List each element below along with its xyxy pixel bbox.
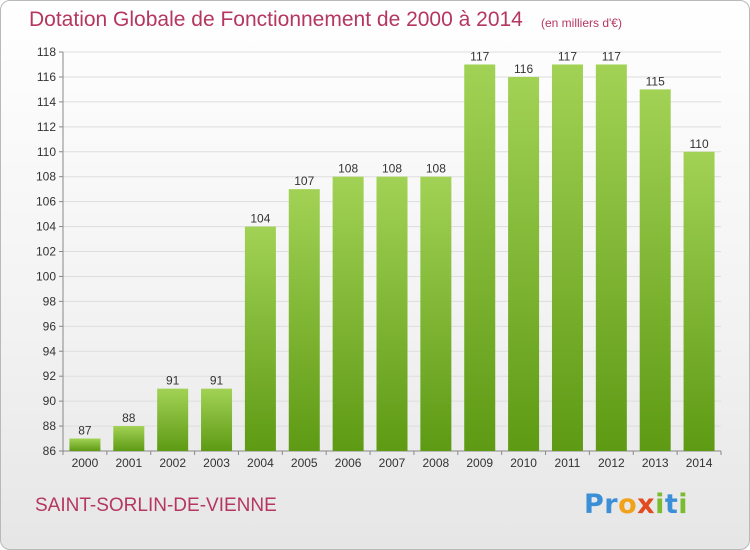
data-label: 91: [210, 374, 224, 388]
y-tick-label: 106: [36, 195, 56, 209]
y-tick-label: 104: [36, 220, 56, 234]
bar: [464, 64, 496, 451]
bar: [639, 89, 671, 451]
y-tick-label: 110: [37, 145, 56, 159]
y-tick-label: 118: [37, 45, 56, 59]
chart-subtitle: (en milliers d'€): [541, 16, 622, 30]
x-tick-label: 2001: [115, 456, 142, 470]
data-label: 117: [470, 49, 489, 63]
data-label: 104: [250, 212, 270, 226]
y-tick-label: 112: [37, 120, 56, 134]
bars: [69, 64, 715, 451]
data-label: 115: [646, 74, 665, 88]
data-labels: 87 88 91 91 104 107 108 108 108 117 116 117 117 115 11…: [78, 49, 709, 437]
commune-name: SAINT-SORLIN-DE-VIENNE: [35, 495, 277, 516]
x-tick-label: 2006: [335, 456, 362, 470]
logo-part: i: [678, 489, 689, 520]
x-tick-label: 2003: [203, 456, 230, 470]
proxiti-logo: Proxiti: [584, 489, 688, 520]
chart-title: Dotation Globale de Fonctionnement de 20…: [29, 8, 523, 31]
y-tick-label: 114: [37, 95, 56, 109]
bar: [332, 176, 364, 451]
data-label: 116: [514, 62, 533, 76]
bar: [201, 388, 233, 451]
y-tick-label: 90: [43, 394, 57, 408]
y-tick-label: 108: [36, 170, 56, 184]
x-tick-label: 2009: [466, 456, 493, 470]
bar: [508, 76, 540, 451]
bar: [244, 226, 276, 451]
bar: [551, 64, 583, 451]
x-tick-label: 2008: [423, 456, 450, 470]
bar: [595, 64, 627, 451]
logo-part: t: [664, 489, 679, 520]
data-label: 88: [122, 411, 136, 425]
data-label: 108: [382, 162, 402, 176]
bar: [376, 176, 408, 451]
x-tick-labels: 2000 2001 2002 2003 2004 2005 2006 2007 2008 2009…: [62, 451, 722, 470]
x-tick-label: 2000: [72, 456, 99, 470]
x-tick-label: 2010: [510, 456, 537, 470]
y-tick-label: 86: [43, 444, 57, 458]
x-tick-label: 2012: [598, 456, 625, 470]
bar: [69, 438, 101, 451]
bar: [157, 388, 189, 451]
x-tick-label: 2013: [642, 456, 669, 470]
y-tick-label: 96: [43, 319, 57, 333]
x-tick-label: 2002: [159, 456, 186, 470]
y-tick-label: 116: [37, 70, 56, 84]
data-label: 108: [338, 162, 358, 176]
logo-part: x: [637, 489, 656, 520]
data-label: 117: [558, 49, 577, 63]
y-tick-label: 92: [43, 369, 57, 383]
data-label: 107: [294, 174, 314, 188]
data-label: 110: [689, 137, 708, 151]
x-tick-label: 2005: [291, 456, 318, 470]
x-tick-label: 2004: [247, 456, 274, 470]
x-tick-label: 2007: [379, 456, 406, 470]
logo-part: o: [618, 489, 638, 520]
data-label: 108: [426, 162, 446, 176]
logo-part: Pr: [584, 489, 619, 520]
y-tick-label: 102: [36, 245, 56, 259]
bar: [288, 189, 320, 451]
y-tick-label: 98: [43, 294, 57, 308]
x-tick-label: 2011: [555, 456, 581, 470]
bar: [683, 151, 715, 451]
y-tick-label: 94: [43, 344, 57, 358]
data-label: 91: [166, 374, 180, 388]
y-tick-label: 88: [43, 419, 57, 433]
y-tick-label: 100: [36, 269, 56, 283]
x-tick-label: 2014: [686, 456, 713, 470]
logo-part: i: [655, 489, 665, 520]
data-label: 87: [78, 424, 92, 438]
bar: [113, 426, 145, 451]
y-tick-labels: 86 88 90 92 94 96 98 100 102 104 106 108 110 112 114 11…: [36, 45, 56, 458]
data-label: 117: [602, 49, 621, 63]
bar: [420, 176, 452, 451]
